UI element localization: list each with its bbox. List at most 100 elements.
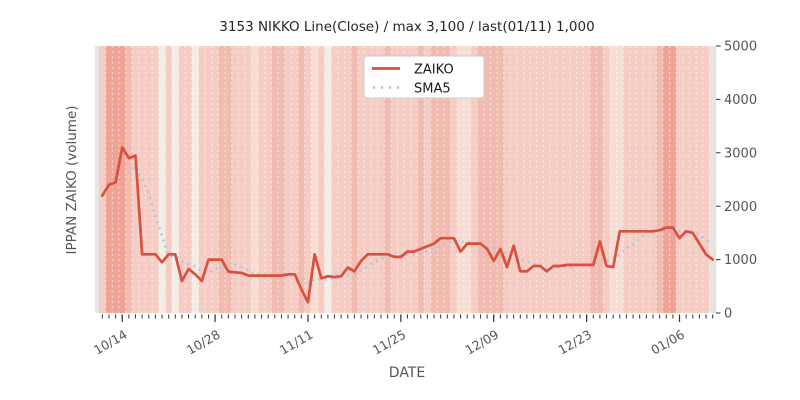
day-column: [132, 46, 140, 313]
day-column: [317, 46, 325, 313]
day-column: [125, 46, 133, 313]
y-tick-label: 3000: [724, 146, 757, 161]
day-column: [225, 46, 232, 313]
x-tick-label: 10/28: [184, 327, 223, 358]
day-column: [430, 46, 438, 313]
day-column: [384, 46, 392, 313]
y-tick-label: 0: [724, 307, 732, 322]
x-tick-label: 11/25: [370, 327, 409, 358]
x-tick-label: 12/23: [555, 327, 594, 358]
day-column: [390, 46, 398, 313]
day-column: [702, 46, 710, 313]
day-column: [609, 46, 617, 313]
x-tick-label: 10/14: [91, 327, 130, 358]
y-axis-label: IPPAN ZAIKO (volume): [64, 105, 80, 254]
day-column: [463, 46, 471, 313]
day-column: [324, 46, 332, 313]
day-column: [636, 46, 644, 313]
day-column: [570, 46, 577, 313]
day-column: [264, 46, 272, 313]
x-tick-label: 11/11: [277, 327, 316, 358]
background-stripes: [99, 46, 717, 313]
day-column: [344, 46, 352, 313]
day-column: [556, 46, 564, 313]
day-column: [696, 46, 704, 313]
day-column: [523, 46, 531, 313]
day-column: [284, 46, 292, 313]
day-column: [543, 46, 551, 313]
day-column: [589, 46, 597, 313]
day-column: [244, 46, 252, 313]
day-column: [198, 46, 206, 313]
day-column: [503, 46, 511, 313]
y-tick-label: 1000: [724, 253, 757, 268]
day-column: [185, 46, 193, 313]
day-column: [178, 46, 186, 313]
day-column: [563, 46, 571, 313]
legend-sma5-label: SMA5: [414, 82, 451, 97]
day-column: [510, 46, 518, 313]
zaiko-line: [100, 146, 715, 304]
day-column: [397, 46, 405, 313]
day-column: [424, 46, 432, 313]
day-column: [158, 46, 166, 313]
day-column: [99, 46, 106, 313]
sma5-dotted-line: [127, 164, 714, 285]
series-lines: [100, 146, 715, 304]
legend-zaiko-label: ZAIKO: [414, 63, 454, 78]
day-column: [709, 46, 717, 313]
day-column: [311, 46, 319, 313]
day-column: [457, 46, 465, 313]
day-column: [258, 46, 266, 313]
x-axis-label: DATE: [389, 365, 425, 381]
edge-column: [95, 46, 99, 313]
day-column: [364, 46, 372, 313]
day-column: [662, 46, 670, 313]
day-column: [483, 46, 491, 313]
x-tick-label: 01/06: [648, 327, 687, 358]
day-column: [191, 46, 199, 313]
day-column: [377, 46, 385, 313]
day-column: [583, 46, 591, 313]
day-column: [278, 46, 286, 313]
day-column: [623, 46, 631, 313]
day-column: [231, 46, 239, 313]
day-column: [251, 46, 259, 313]
day-column: [118, 46, 126, 313]
day-column: [298, 46, 305, 313]
day-column: [689, 46, 697, 313]
day-column: [490, 46, 498, 313]
day-column: [616, 46, 624, 313]
day-column: [470, 46, 478, 313]
day-column: [536, 46, 544, 313]
day-column: [656, 46, 664, 313]
day-column: [477, 46, 485, 313]
day-column: [331, 46, 339, 313]
day-column: [443, 46, 451, 313]
day-column: [152, 46, 160, 313]
day-column: [238, 46, 246, 313]
day-column: [550, 46, 558, 313]
legend: ZAIKO SMA5: [363, 55, 485, 99]
day-column: [497, 46, 504, 313]
day-column: [516, 46, 524, 313]
day-column: [404, 46, 412, 313]
day-column: [165, 46, 173, 313]
day-column: [105, 46, 113, 313]
day-column: [145, 46, 153, 313]
day-column: [205, 46, 213, 313]
day-column: [304, 46, 312, 313]
day-column: [682, 46, 690, 313]
x-axis: 10/14 10/28 11/11 11/25 12/09 12/23 01/06: [91, 314, 714, 358]
day-column: [629, 46, 637, 313]
day-column: [371, 46, 378, 313]
y-tick-label: 4000: [724, 93, 757, 108]
day-column: [530, 46, 538, 313]
day-column: [357, 46, 365, 313]
day-column: [576, 46, 584, 313]
day-column: [211, 46, 219, 313]
day-column: [643, 46, 650, 313]
day-column: [596, 46, 604, 313]
day-column: [171, 46, 179, 313]
